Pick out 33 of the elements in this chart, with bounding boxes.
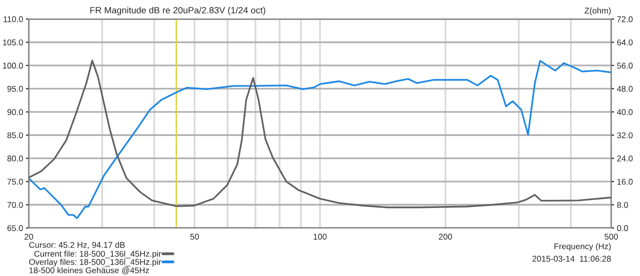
y-tick-label: 95.0 — [7, 86, 23, 92]
y-tick-label: 100.0 — [3, 62, 23, 69]
y-tick-label: 90.0 — [7, 109, 23, 116]
x-tick-label: 100 — [314, 234, 327, 240]
y-tick-label: 75.0 — [7, 178, 23, 185]
y-tick-label: 110.0 — [4, 16, 23, 22]
y2-tick-label: 64.0 — [617, 39, 633, 46]
y2-tick-label: 16.0 — [617, 178, 633, 185]
chart-title: FR Magnitude dB re 20uPa/2.83V (1/24 oct) — [90, 6, 266, 16]
y2-tick-label: 72.0 — [617, 16, 633, 22]
y-tick-label: 105.0 — [3, 39, 23, 46]
y2-tick-label: 48.0 — [616, 86, 633, 92]
x-tick-label: 20 — [24, 234, 34, 240]
y2-axis-title: Z(ohm) — [584, 7, 611, 16]
y2-tick-label: 8.0 — [617, 202, 628, 208]
legend-label: Overlay files: 18-500_136l_45Hz.pir — [29, 258, 162, 267]
y2-tick-label: 32.0 — [617, 132, 633, 138]
y2-tick-label: 0.0 — [617, 225, 628, 232]
y2-tick-label: 56.0 — [617, 62, 633, 69]
y2-tick-label: 24.0 — [617, 156, 633, 162]
y-tick-label: 80.0 — [7, 156, 23, 162]
text: Cursor: 45.2 Hz, 94.17 dB — [29, 242, 125, 249]
x-tick-label: 200 — [438, 234, 452, 240]
y2-tick-label: 40.0 — [616, 109, 633, 116]
legend-label: Current file: 18-500_136l_45Hz.pir — [34, 250, 162, 258]
x-tick-label: 500 — [604, 234, 618, 240]
y-tick-label: 70.0 — [7, 202, 23, 208]
y-tick-label: 85.0 — [7, 132, 23, 138]
x-tick-label: 50 — [190, 234, 199, 240]
y-tick-label: 65.0 — [7, 225, 23, 232]
text: 2015-03-14 11:06:28 — [532, 256, 611, 262]
text: 18-500 kleines Gehäuse @45Hz — [29, 267, 149, 274]
x-axis-title: Frequency (Hz) — [554, 243, 611, 251]
